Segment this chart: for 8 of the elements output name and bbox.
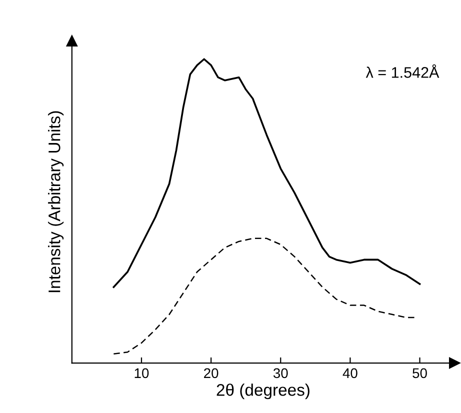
y-axis-title: Intensity (Arbitrary Units) — [48, 111, 64, 292]
x-tick-label: 20 — [204, 368, 218, 378]
annotation: λ = 1.542Å — [366, 64, 440, 78]
x-tick-label: 50 — [412, 368, 427, 378]
x-axis-title: 2θ (degrees) — [216, 384, 310, 400]
x-tick-label: 40 — [342, 368, 358, 378]
x-tick-label: 10 — [134, 368, 149, 378]
x-tick-label: 30 — [273, 368, 288, 378]
